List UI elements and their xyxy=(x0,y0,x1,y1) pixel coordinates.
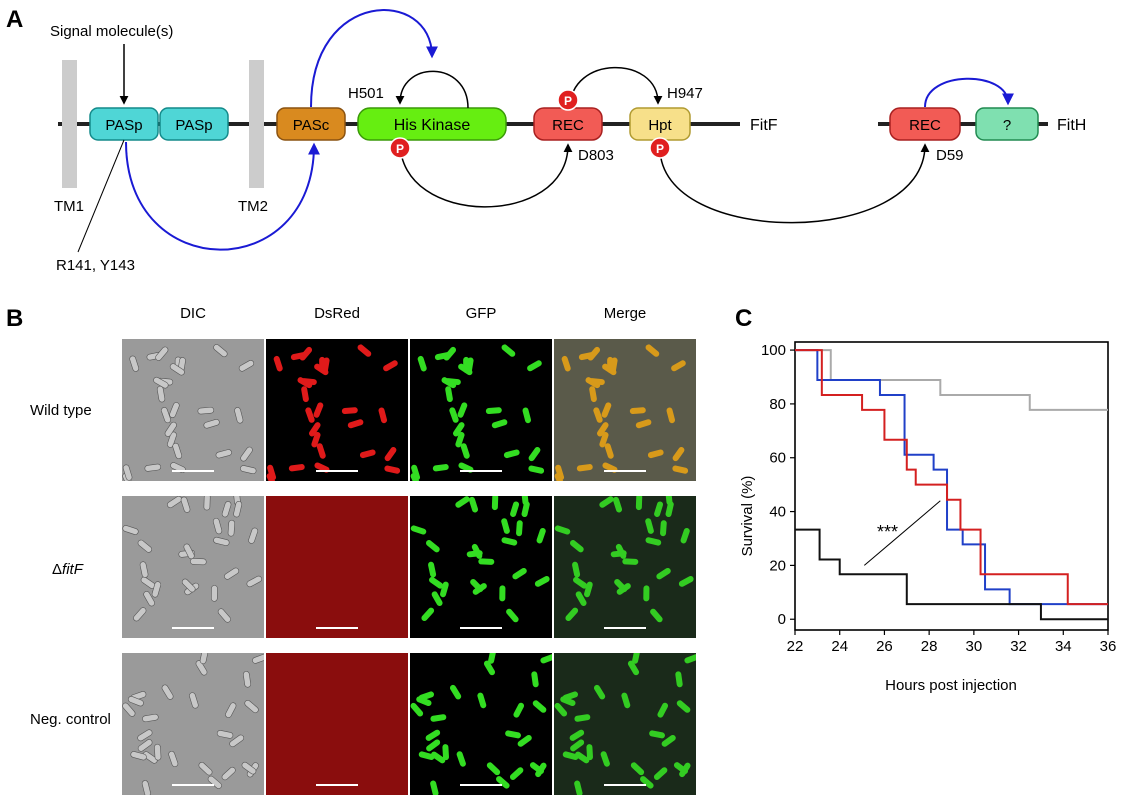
micrograph-fitf-deletion-dic xyxy=(122,496,264,638)
site-d59-label: D59 xyxy=(936,147,964,164)
y-tick-label: 80 xyxy=(769,396,786,413)
tm2-label: TM2 xyxy=(238,198,268,215)
tm1-label: TM1 xyxy=(54,198,84,215)
rec-label: REC xyxy=(552,117,584,134)
svg-text:P: P xyxy=(396,142,404,156)
scale-bar xyxy=(460,627,502,629)
y-tick-label: 60 xyxy=(769,450,786,467)
hpt-label: Hpt xyxy=(648,117,672,134)
micrograph-neg-control-dsred xyxy=(266,653,408,795)
scale-bar xyxy=(460,784,502,786)
phospho-badge-h947: P xyxy=(649,137,671,159)
tm1-segment xyxy=(62,60,77,188)
micrograph-wild-type-dic xyxy=(122,339,264,481)
x-tick-label: 34 xyxy=(1055,638,1072,655)
row-label-neg-control: Neg. control xyxy=(30,711,111,728)
survival-curve-1 xyxy=(795,349,1108,411)
scale-bar xyxy=(316,627,358,629)
residue-label: R141, Y143 xyxy=(56,257,135,274)
tm2-segment xyxy=(249,60,264,188)
panel-label-a: A xyxy=(6,6,24,33)
fitf-label: FitF xyxy=(750,117,778,134)
y-tick-label: 0 xyxy=(778,611,786,628)
fith-label: FitH xyxy=(1057,117,1086,134)
pasc-to-hk-arrow xyxy=(310,9,438,108)
pasp2-domain xyxy=(159,107,229,141)
phospho-badge-h501: P xyxy=(389,137,411,159)
residue-pointer xyxy=(77,139,125,253)
hk-to-rec-arrow xyxy=(399,141,573,208)
scale-bar xyxy=(172,784,214,786)
micrograph-neg-control-merge xyxy=(554,653,696,795)
scale-bar xyxy=(172,627,214,629)
scale-bar xyxy=(316,784,358,786)
fith-rec-label: REC xyxy=(909,117,941,134)
scale-bar xyxy=(316,470,358,472)
autophosphorylation-arrow xyxy=(395,70,469,109)
column-header-dsred: DsRed xyxy=(314,305,360,322)
scale-bar xyxy=(604,784,646,786)
pasp1-label: PASp xyxy=(105,117,142,134)
y-axis-label: Survival (%) xyxy=(739,476,756,557)
x-tick-label: 32 xyxy=(1010,638,1027,655)
panel-label-c: C xyxy=(735,305,753,332)
pasc-label: PASc xyxy=(293,117,330,134)
x-tick-label: 30 xyxy=(966,638,983,655)
significance-pointer xyxy=(863,500,941,566)
micrograph-wild-type-merge xyxy=(554,339,696,481)
column-header-dic: DIC xyxy=(180,305,206,322)
micrograph-neg-control-gfp xyxy=(410,653,552,795)
row-label-fitf-deletion: ΔfitF xyxy=(52,561,83,578)
site-d803-label: D803 xyxy=(578,147,614,164)
column-header-gfp: GFP xyxy=(465,305,497,322)
scale-bar xyxy=(604,470,646,472)
significance-marker: *** xyxy=(877,522,898,542)
scale-bar xyxy=(460,470,502,472)
y-tick-label: 100 xyxy=(761,342,786,359)
rec-to-hpt-arrow xyxy=(569,66,663,109)
micrograph-fitf-deletion-gfp xyxy=(410,496,552,638)
survival-chart: Survival (%) Hours post injection *** 22… xyxy=(739,341,1117,694)
row-label-wild-type: Wild type xyxy=(30,402,92,419)
column-header-merge: Merge xyxy=(603,305,647,322)
x-tick-label: 22 xyxy=(787,638,804,655)
survival-curve-3 xyxy=(795,349,1108,606)
panel-label-b: B xyxy=(6,305,24,332)
x-tick-label: 26 xyxy=(876,638,893,655)
x-tick-label: 24 xyxy=(831,638,848,655)
x-axis-label: Hours post injection xyxy=(885,677,1017,694)
pasp2-label: PASp xyxy=(175,117,212,134)
site-h947-label: H947 xyxy=(667,85,703,102)
x-tick-label: 36 xyxy=(1100,638,1117,655)
fith-rec-to-unknown-arrow xyxy=(924,77,1014,108)
hpt-to-fith-arrow xyxy=(659,143,930,224)
fith-unknown-label: ? xyxy=(1003,117,1011,134)
fith-unknown-domain xyxy=(975,107,1039,141)
survival-curve-2 xyxy=(795,349,1108,606)
micrograph-wild-type-dsred xyxy=(266,339,408,481)
micrograph-fitf-deletion-merge xyxy=(554,496,696,638)
his-kinase-label: His Kinase xyxy=(394,117,471,134)
pasc-domain xyxy=(276,107,346,141)
micrograph-wild-type-gfp xyxy=(410,339,552,481)
svg-text:P: P xyxy=(656,142,664,156)
svg-text:P: P xyxy=(564,94,572,108)
y-tick-label: 20 xyxy=(769,557,786,574)
pasp-to-pasc-arrow xyxy=(125,141,320,251)
domain-diagram: TM1 TM2 Signal molecule(s) PASp PASp PAS… xyxy=(50,9,1086,274)
plot-frame xyxy=(794,341,1109,631)
scale-bar xyxy=(172,470,214,472)
site-h501-label: H501 xyxy=(348,85,384,102)
y-tick-label: 40 xyxy=(769,504,786,521)
micrograph-fitf-deletion-dsred xyxy=(266,496,408,638)
phospho-badge-d803: P xyxy=(557,89,579,111)
fith-rec-domain xyxy=(889,107,961,141)
scale-bar xyxy=(604,627,646,629)
survival-curve-4 xyxy=(795,528,1108,621)
signal-molecule-label: Signal molecule(s) xyxy=(50,23,173,40)
his-kinase-domain xyxy=(357,107,507,141)
x-tick-label: 28 xyxy=(921,638,938,655)
micrograph-neg-control-dic xyxy=(122,653,264,795)
